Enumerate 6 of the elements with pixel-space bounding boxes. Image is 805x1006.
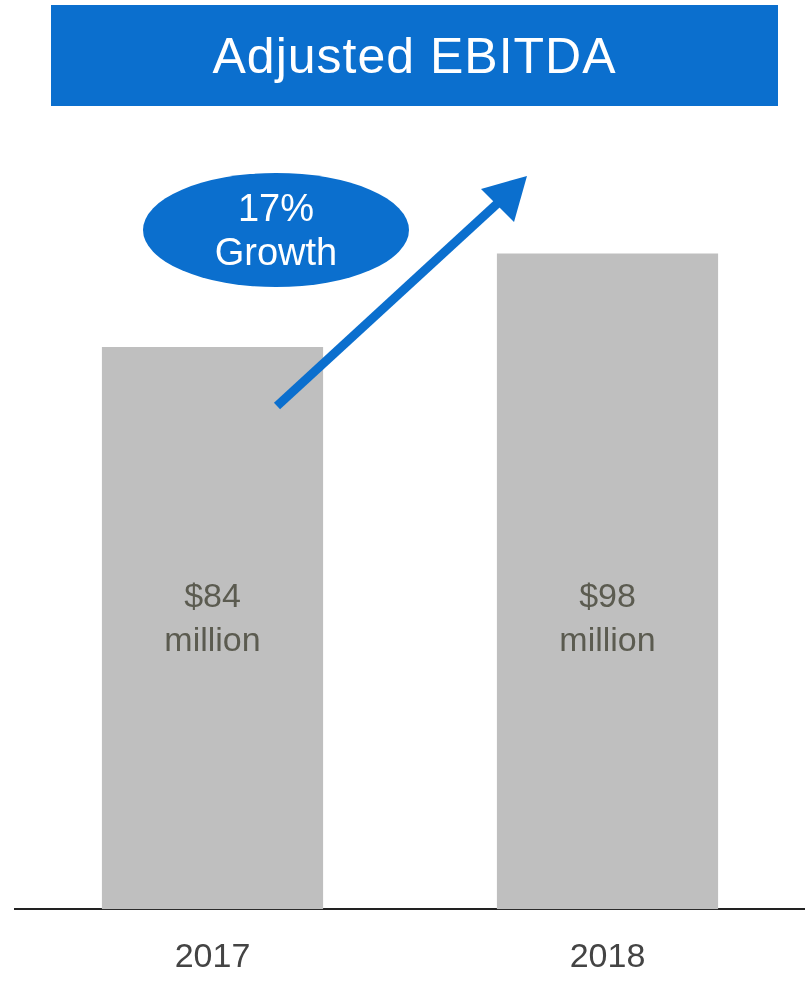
data-label: $84 million [164,576,261,659]
x-tick-label: 2018 [569,935,646,974]
chart-title: Adjusted EBITDA [51,5,778,106]
annotation: 17% Growth [213,186,339,274]
x-tick-label: 2017 [174,935,251,974]
data-label: $98 million [559,576,656,659]
